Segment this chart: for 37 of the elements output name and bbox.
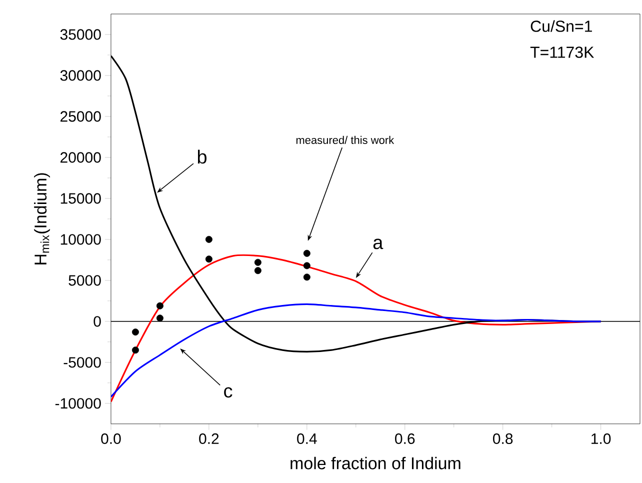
y-tick-label: 35000 xyxy=(60,29,101,40)
point xyxy=(254,258,262,266)
x-tick-label: 0.8 xyxy=(493,433,513,444)
x-tick-label: 0.6 xyxy=(395,433,415,444)
point xyxy=(303,250,310,257)
point xyxy=(303,274,310,281)
y-tick-label: 15000 xyxy=(60,193,101,204)
line-series xyxy=(110,303,602,398)
point xyxy=(156,314,164,322)
annotation: b xyxy=(198,150,206,164)
y-tick-label: 20000 xyxy=(60,152,101,163)
annotation: a xyxy=(373,238,384,250)
y-tick-label: 5000 xyxy=(68,275,101,286)
x-axis-title: mole fraction of Indium xyxy=(290,456,460,470)
y-tick-label: -5000 xyxy=(64,357,101,368)
point xyxy=(205,236,212,243)
y-tick-label: -10000 xyxy=(55,398,101,409)
point xyxy=(254,267,262,274)
point xyxy=(132,328,139,336)
line-series xyxy=(110,254,602,403)
point xyxy=(132,346,139,354)
x-tick-label: 1.0 xyxy=(592,433,611,444)
y-tick-label: 25000 xyxy=(60,111,101,122)
y-axis-title: H$_{mix}$(Indium) xyxy=(34,173,50,264)
x-tick-label: 0.2 xyxy=(199,433,219,444)
annotation: c xyxy=(224,387,232,398)
point xyxy=(156,302,164,310)
x-tick-label: 0.4 xyxy=(297,433,317,444)
y-tick-label: 30000 xyxy=(60,70,101,81)
x-tick-label: 0.0 xyxy=(101,433,121,444)
annotation: measured/ this work xyxy=(296,136,394,144)
y-tick-label: 10000 xyxy=(60,234,101,245)
annotation: Cu/Sn=1 xyxy=(530,20,592,32)
annotation: T=1173K xyxy=(530,46,594,58)
point xyxy=(205,256,212,263)
y-tick-label: 0 xyxy=(94,316,101,327)
point xyxy=(303,262,310,270)
